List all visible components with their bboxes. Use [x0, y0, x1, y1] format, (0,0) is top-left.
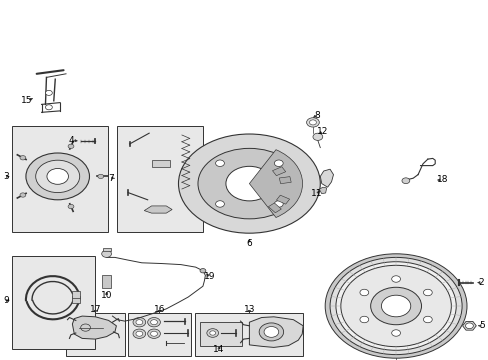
- Circle shape: [274, 201, 283, 207]
- Circle shape: [309, 120, 316, 125]
- Bar: [279, 177, 291, 184]
- Text: 8: 8: [313, 111, 319, 120]
- Bar: [194, 313, 303, 356]
- Text: 14: 14: [213, 346, 224, 354]
- Circle shape: [340, 265, 450, 347]
- Circle shape: [68, 144, 74, 148]
- Text: 12: 12: [316, 127, 328, 136]
- Circle shape: [20, 193, 26, 197]
- Bar: [117, 126, 203, 232]
- Circle shape: [423, 289, 431, 296]
- Circle shape: [225, 166, 272, 201]
- Circle shape: [136, 320, 142, 325]
- Bar: [276, 195, 289, 204]
- Ellipse shape: [178, 134, 320, 233]
- Polygon shape: [144, 206, 172, 213]
- Circle shape: [206, 329, 218, 337]
- Circle shape: [259, 323, 283, 341]
- Circle shape: [401, 178, 409, 184]
- Bar: [151, 160, 170, 167]
- Polygon shape: [249, 317, 303, 347]
- Circle shape: [312, 133, 322, 140]
- Bar: [102, 275, 111, 288]
- Polygon shape: [72, 316, 116, 339]
- Circle shape: [329, 257, 461, 355]
- Ellipse shape: [198, 148, 300, 219]
- Wedge shape: [249, 150, 302, 217]
- Bar: [199, 322, 242, 346]
- Circle shape: [335, 262, 455, 350]
- Circle shape: [465, 323, 472, 329]
- Polygon shape: [320, 169, 333, 187]
- Text: 18: 18: [436, 175, 447, 184]
- Circle shape: [264, 327, 278, 337]
- Bar: [128, 313, 190, 356]
- Circle shape: [102, 250, 111, 257]
- Bar: [72, 296, 80, 303]
- Circle shape: [370, 287, 421, 325]
- Circle shape: [274, 160, 283, 166]
- Circle shape: [68, 204, 74, 209]
- Circle shape: [47, 168, 68, 184]
- Circle shape: [215, 201, 224, 207]
- Text: 10: 10: [101, 292, 112, 300]
- Circle shape: [147, 318, 160, 327]
- Circle shape: [306, 118, 319, 127]
- Circle shape: [200, 269, 205, 273]
- Circle shape: [147, 329, 160, 338]
- Circle shape: [98, 174, 103, 179]
- Text: 4: 4: [68, 136, 74, 145]
- Polygon shape: [319, 187, 326, 194]
- Circle shape: [215, 160, 224, 166]
- Text: 9: 9: [3, 296, 9, 305]
- Bar: [268, 203, 281, 213]
- Text: 15: 15: [21, 96, 33, 105]
- Polygon shape: [462, 321, 475, 330]
- Circle shape: [133, 329, 145, 338]
- Text: 17: 17: [89, 305, 101, 314]
- Text: 16: 16: [153, 305, 165, 314]
- Text: 7: 7: [108, 174, 114, 183]
- Circle shape: [26, 153, 89, 200]
- Text: 11: 11: [310, 189, 322, 198]
- Circle shape: [391, 330, 400, 336]
- Bar: [102, 248, 110, 251]
- Circle shape: [20, 156, 26, 160]
- Bar: [12, 126, 107, 232]
- Circle shape: [150, 320, 157, 325]
- Bar: [272, 167, 285, 176]
- Circle shape: [36, 160, 80, 193]
- Text: 6: 6: [246, 238, 252, 248]
- Circle shape: [209, 331, 215, 335]
- Bar: [12, 256, 95, 349]
- Text: 2: 2: [478, 278, 484, 287]
- Text: 13: 13: [243, 305, 255, 314]
- Circle shape: [150, 331, 157, 336]
- Circle shape: [325, 254, 466, 358]
- Circle shape: [133, 318, 145, 327]
- Text: 3: 3: [3, 172, 9, 181]
- Bar: [72, 291, 80, 298]
- Circle shape: [391, 276, 400, 282]
- Circle shape: [381, 295, 410, 317]
- Text: 5: 5: [478, 321, 484, 330]
- Text: 19: 19: [203, 272, 215, 281]
- Circle shape: [423, 316, 431, 323]
- Circle shape: [136, 331, 142, 336]
- Circle shape: [359, 316, 368, 323]
- Circle shape: [45, 105, 52, 110]
- Bar: [66, 313, 124, 356]
- Circle shape: [359, 289, 368, 296]
- Circle shape: [45, 90, 52, 95]
